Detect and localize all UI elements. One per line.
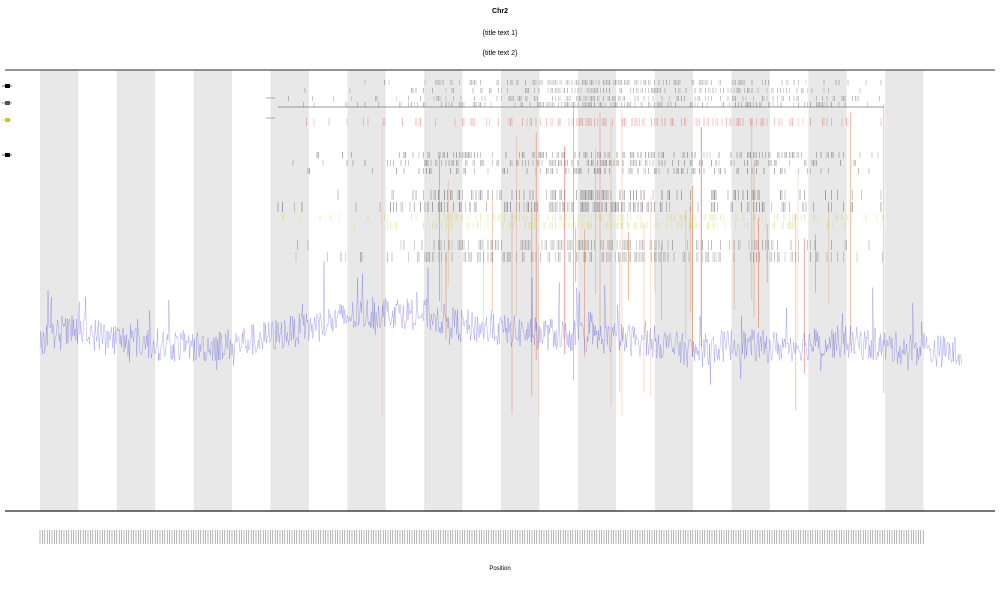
- background-band: [731, 70, 770, 511]
- background-band: [270, 70, 309, 511]
- background-band: [846, 70, 886, 511]
- chart-title: Chr2: [492, 8, 508, 15]
- background-band: [385, 70, 425, 511]
- background-band: [501, 70, 540, 511]
- background-band: [539, 70, 578, 511]
- background-band: [923, 70, 962, 511]
- background-band: [654, 70, 694, 511]
- signal-series-line: [39, 261, 962, 385]
- background-band: [808, 70, 847, 511]
- background-band: [308, 70, 348, 511]
- background-band: [616, 70, 655, 511]
- background-band: [769, 70, 809, 511]
- chart-subtitle-1: {title text 1}: [482, 30, 518, 37]
- background-band: [424, 70, 463, 511]
- background-band: [193, 70, 233, 511]
- background-band: [885, 70, 924, 511]
- background-band: [116, 70, 156, 511]
- chart-subtitle-2: {title text 2}: [482, 50, 518, 57]
- background-band: [462, 70, 501, 511]
- x-axis-label: Position: [489, 566, 511, 572]
- background-band: [347, 70, 386, 511]
- background-band: [577, 70, 617, 511]
- background-band: [78, 70, 117, 511]
- background-band: [155, 70, 194, 511]
- background-band: [232, 70, 271, 511]
- background-band: [693, 70, 732, 511]
- background-band: [40, 70, 79, 511]
